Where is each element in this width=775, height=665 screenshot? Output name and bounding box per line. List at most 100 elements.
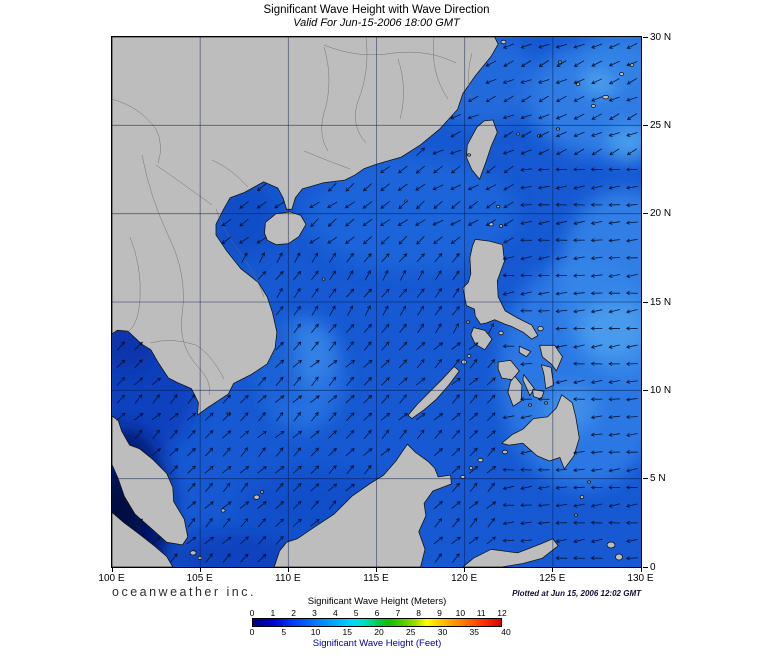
island — [573, 513, 578, 517]
island — [498, 224, 504, 228]
lat-tickmark — [643, 389, 648, 391]
meters-tick: 1 — [270, 608, 276, 618]
map-plot — [111, 36, 642, 568]
colorbar-title-feet: Significant Wave Height (Feet) — [312, 638, 442, 649]
land-negros — [507, 375, 523, 407]
island — [461, 359, 467, 365]
island — [189, 550, 197, 556]
lat-tick-label: 10 N — [650, 384, 672, 396]
land-leyte — [541, 364, 555, 389]
island — [555, 127, 560, 131]
lat-tickmark — [643, 478, 648, 480]
lon-tickmark — [287, 568, 289, 572]
wave-direction-arrows — [116, 43, 638, 563]
lon-tick-label: 105 E — [186, 573, 213, 584]
lon-tick-label: 120 E — [451, 573, 478, 584]
land-luzon — [462, 238, 539, 340]
lon-tickmark — [111, 568, 113, 572]
feet-tick: 15 — [342, 627, 352, 637]
land-samar — [539, 344, 563, 372]
feet-tick: 10 — [310, 627, 321, 637]
meters-tick: 0 — [249, 608, 255, 618]
island — [220, 508, 226, 513]
oceanweather-logo: oceanweather inc. — [112, 585, 256, 599]
lon-tickmark — [552, 568, 554, 572]
island — [606, 541, 616, 549]
feet-tick: 40 — [501, 627, 511, 637]
island — [537, 325, 544, 332]
landmasses — [112, 37, 635, 567]
island — [528, 403, 532, 407]
lat-tick-label: 5 N — [650, 473, 666, 485]
meters-tick: 7 — [395, 608, 401, 618]
lat-tick-label: 25 N — [650, 119, 672, 131]
lat-tickmark — [643, 124, 648, 126]
land-borneo — [273, 443, 452, 567]
island — [590, 104, 596, 108]
island — [259, 490, 264, 494]
land-sumatra — [112, 511, 174, 567]
lon-tickmark — [640, 568, 642, 572]
lat-tick-label: 20 N — [650, 208, 672, 220]
feet-tick: 30 — [437, 627, 448, 637]
meters-tick: 11 — [476, 608, 486, 618]
island — [500, 39, 507, 45]
island — [544, 401, 548, 405]
lat-tickmark — [643, 36, 648, 38]
island — [321, 277, 326, 281]
map-svg — [112, 37, 641, 567]
island — [615, 553, 623, 561]
map-subtitle: Valid For Jun-15-2006 18:00 GMT — [293, 17, 460, 29]
graticule — [112, 37, 641, 567]
meters-tick: 5 — [353, 608, 359, 618]
island — [587, 480, 591, 484]
land-asia-mainland — [112, 37, 499, 416]
land-malay-peninsula — [112, 415, 189, 546]
lon-tick-label: 115 E — [363, 573, 389, 584]
island — [253, 494, 260, 500]
feet-tick: 25 — [406, 627, 416, 637]
meters-tick: 2 — [291, 608, 297, 618]
lat-tick-label: 30 N — [650, 31, 672, 43]
feet-tick-labels: 0 5 10 15 20 25 30 35 40 — [249, 627, 511, 637]
lon-tickmark — [376, 568, 377, 572]
meters-tick: 6 — [374, 608, 380, 618]
island — [498, 330, 504, 336]
lon-tickmark — [464, 568, 466, 572]
feet-tick: 0 — [249, 627, 255, 637]
meters-tick-labels: 0 1 2 3 4 5 6 7 8 9 10 11 12 — [249, 608, 507, 618]
land-mindanao — [501, 394, 580, 470]
meters-tick: 3 — [312, 608, 317, 618]
feet-tick: 5 — [281, 627, 287, 637]
lat-tick-label: 0 — [650, 561, 656, 573]
island — [619, 72, 625, 77]
meters-tick: 8 — [416, 608, 422, 618]
lon-tick-label: 100 E — [98, 573, 125, 584]
island — [477, 457, 484, 463]
plot-timestamp: Plotted at Jun 15, 2006 12:02 GMT — [512, 589, 641, 598]
map-title: Significant Wave Height with Wave Direct… — [263, 4, 490, 16]
meters-tick: 9 — [437, 608, 442, 618]
meters-tick: 12 — [497, 608, 507, 618]
land-masbate — [518, 345, 532, 358]
lat-tickmark — [643, 213, 648, 215]
colorbar-title-meters: Significant Wave Height (Meters) — [307, 596, 447, 607]
lon-tick-label: 110 E — [275, 573, 301, 584]
feet-tick: 20 — [374, 627, 384, 637]
island — [466, 354, 472, 358]
island — [602, 94, 610, 100]
island — [467, 153, 471, 157]
lon-tickmark — [199, 568, 201, 572]
island — [502, 449, 508, 455]
island — [465, 320, 471, 324]
island — [579, 495, 585, 499]
country-borders — [112, 37, 475, 396]
island — [575, 82, 581, 86]
lat-tickmark — [643, 301, 648, 303]
wave-height-patch — [170, 530, 300, 567]
land-hainan — [264, 211, 307, 245]
colorbar-gradient — [252, 618, 502, 627]
meters-tick: 4 — [332, 608, 338, 618]
